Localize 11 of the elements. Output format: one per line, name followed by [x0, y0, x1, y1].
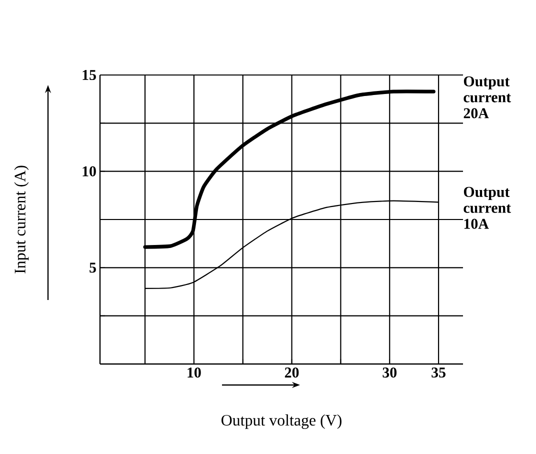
text: Output current 20A — [464, 76, 511, 118]
series-label: Output current 10A — [464, 186, 511, 229]
y-tick-label: 10 — [82, 166, 96, 176]
x-tick-label: 30 — [382, 368, 397, 378]
y-tick-label: 15 — [82, 70, 96, 80]
x-tick-label: 10 — [188, 368, 201, 378]
y-tick-label: 5 — [90, 262, 96, 273]
x-axis-title: Output voltage (V) — [222, 414, 342, 429]
x-tick-label: 35 — [432, 368, 446, 378]
x-tick-label: 20 — [284, 368, 299, 378]
y-axis-title: Input current (A) — [14, 166, 29, 274]
